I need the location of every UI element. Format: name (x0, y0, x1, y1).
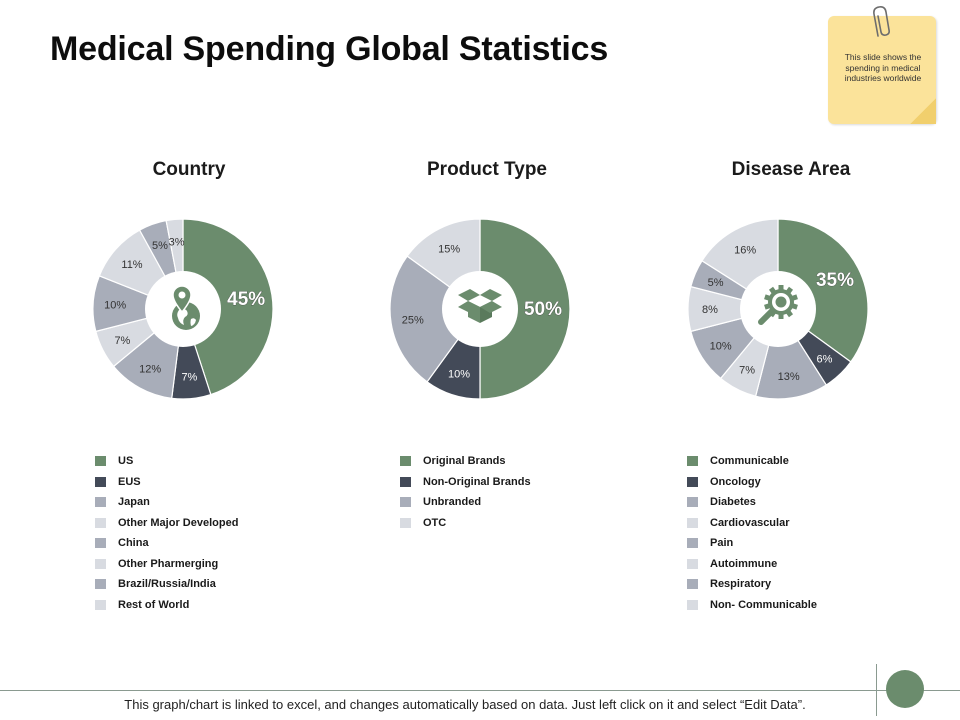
chart-title-product-type: Product Type (427, 159, 547, 180)
slice-label-original-brands: 50% (524, 299, 562, 320)
note-fold (910, 98, 936, 124)
legend-swatch (400, 456, 411, 466)
chart-title-country: Country (152, 159, 226, 180)
chart-title-disease-area: Disease Area (731, 159, 851, 180)
legend-label: Japan (118, 496, 150, 508)
slice-label-respiratory: 5% (708, 277, 724, 289)
slice-label-cardiovascular: 7% (739, 365, 755, 377)
slice-label-non-original-brands: 10% (448, 369, 470, 381)
legend-swatch (95, 599, 106, 610)
note-text: This slide shows the spending in medical… (844, 52, 922, 83)
legend-swatch (687, 476, 698, 487)
legend-label: Other Pharmerging (118, 557, 219, 570)
legend-label: Brazil/Russia/India (118, 578, 216, 590)
footer-note: This graph/chart is linked to excel, and… (124, 697, 806, 712)
slice-label-brazil-russia-india: 5% (152, 240, 168, 252)
legend-swatch (687, 599, 698, 610)
legend-swatch (95, 476, 106, 487)
legend-label: Non- Communicable (710, 598, 817, 611)
legend-label: Pain (710, 537, 734, 549)
legend-swatch (95, 456, 106, 466)
legend-label: Other Major Developed (118, 516, 239, 529)
legend-label: EUS (118, 475, 141, 488)
legend-label: China (118, 537, 149, 549)
legend-swatch (400, 497, 411, 507)
slice-label-autoimmune: 8% (702, 304, 718, 316)
legend-label: Cardiovascular (710, 516, 790, 529)
slice-label-other-pharmerging: 11% (121, 259, 142, 271)
legend-label: OTC (423, 516, 447, 529)
legend-swatch (95, 517, 106, 528)
footer-divider (0, 690, 960, 691)
legend-label: Communicable (710, 455, 789, 467)
slice-original-brands (479, 218, 571, 400)
slice-label-us: 45% (227, 289, 265, 310)
legend-swatch (687, 456, 698, 466)
legend-swatch (687, 497, 698, 507)
footer-circle-decoration (886, 670, 924, 708)
legend-swatch (95, 558, 106, 569)
legend-label: Oncology (710, 475, 761, 488)
globe-location-icon (172, 285, 200, 330)
legend-swatch (687, 579, 698, 589)
slice-us (182, 218, 274, 396)
slice-label-rest-of-world: 3% (169, 236, 185, 248)
slice-label-japan: 12% (139, 364, 161, 376)
legend-label: Autoimmune (710, 557, 778, 570)
box-icon (458, 289, 502, 323)
slice-label-otc: 15% (438, 243, 460, 255)
legend-label: Respiratory (710, 578, 772, 590)
paperclip-icon (873, 6, 890, 37)
legend-label: Diabetes (710, 496, 756, 508)
slice-label-diabetes: 13% (778, 371, 800, 383)
legend-swatch (95, 497, 106, 507)
virus-magnifier-icon (758, 285, 798, 325)
country-donut-chart: 45% 7% 12% 7% 10% 11% 5% 3% (92, 218, 274, 400)
legend-swatch (687, 538, 698, 548)
footer-vertical-divider (876, 664, 877, 716)
legend-swatch (95, 579, 106, 589)
legend-label: Rest of World (118, 598, 190, 611)
legend-label: Original Brands (423, 455, 506, 467)
slice-unbranded (389, 255, 481, 383)
slice-label-oncology: 6% (817, 354, 833, 366)
disease-area-donut-chart: 35% 6% 13% 7% 10% 8% 5% 16% (687, 218, 869, 400)
legend-label: Unbranded (423, 496, 482, 508)
slice-label-pain: 10% (710, 340, 732, 352)
slice-label-other-major-developed: 7% (114, 335, 130, 347)
legend-swatch (400, 476, 411, 487)
page-title: Medical Spending Global Statistics (50, 30, 609, 68)
slice-label-non-communicable: 16% (734, 244, 756, 256)
slice-label-unbranded: 25% (402, 315, 424, 327)
slice-label-eus: 7% (181, 372, 197, 384)
legend-label: Non-Original Brands (423, 475, 531, 488)
legend-swatch (400, 517, 411, 528)
legend-swatch (95, 538, 106, 548)
legend-label: US (118, 455, 134, 467)
legend-swatch (687, 517, 698, 528)
slice-communicable (777, 218, 869, 363)
slice-label-communicable: 35% (816, 270, 854, 291)
product-type-donut-chart: 50% 10% 25% 15% (389, 218, 571, 400)
legend-swatch (687, 558, 698, 569)
slice-label-china: 10% (104, 300, 126, 312)
